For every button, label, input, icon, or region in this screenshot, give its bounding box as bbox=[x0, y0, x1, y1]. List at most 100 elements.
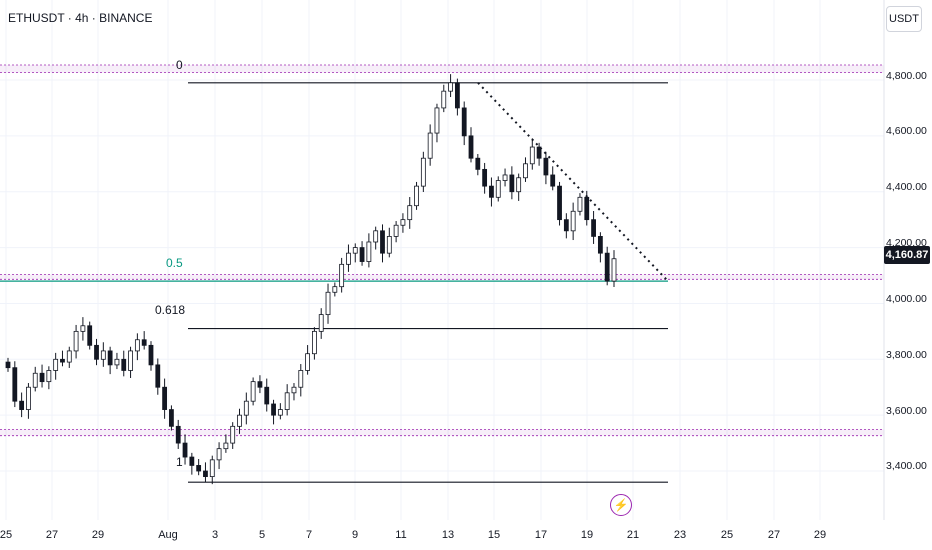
candle-body bbox=[461, 107, 467, 137]
symbol-title: ETHUSDT · 4h · BINANCE bbox=[8, 11, 153, 25]
candle-body bbox=[107, 350, 113, 366]
fib-level-1-label: 1 bbox=[176, 455, 183, 469]
candle-body bbox=[468, 135, 474, 159]
candle-body bbox=[380, 230, 385, 254]
candle-body bbox=[332, 286, 338, 293]
candle-body bbox=[216, 448, 222, 461]
chart-grid bbox=[0, 0, 884, 520]
candle-body bbox=[32, 372, 38, 388]
candlestick-series bbox=[5, 74, 617, 485]
candle-body bbox=[502, 174, 508, 181]
fibonacci-retracement[interactable] bbox=[0, 82, 668, 483]
price-axis-label: 4,400.00 bbox=[886, 181, 927, 193]
candle-body bbox=[284, 392, 290, 410]
candle-body bbox=[12, 367, 18, 402]
trendline[interactable] bbox=[477, 82, 669, 282]
candle-body bbox=[529, 146, 535, 165]
candle-body bbox=[591, 219, 596, 237]
time-axis-label: 9 bbox=[351, 529, 359, 541]
candle-body bbox=[298, 370, 304, 388]
candle-body bbox=[305, 353, 310, 371]
candle-body bbox=[87, 325, 93, 346]
candle-body bbox=[66, 350, 72, 363]
candle-body bbox=[543, 157, 549, 176]
candle-body bbox=[318, 314, 324, 332]
lightning-bolt-icon[interactable]: ⚡ bbox=[610, 494, 632, 516]
candle-body bbox=[243, 400, 249, 416]
candle-body bbox=[482, 168, 488, 187]
time-axis-label: 17 bbox=[534, 529, 548, 541]
candle-body bbox=[550, 174, 556, 187]
time-axis-label: 29 bbox=[91, 529, 105, 541]
candle-body bbox=[291, 386, 297, 394]
candle-body bbox=[414, 185, 419, 207]
time-axis-label: 23 bbox=[673, 529, 687, 541]
candle-body bbox=[19, 400, 25, 410]
time-axis-label: 5 bbox=[258, 529, 266, 541]
candle-body bbox=[611, 258, 617, 282]
time-axis-label: 21 bbox=[626, 529, 640, 541]
candle-body bbox=[46, 370, 52, 383]
candle-body bbox=[352, 247, 358, 254]
price-axis-label: 4,600.00 bbox=[886, 125, 927, 137]
candle-body bbox=[516, 177, 522, 193]
candle-body bbox=[271, 403, 276, 416]
candle-body bbox=[237, 414, 242, 427]
time-axis-label: 7 bbox=[305, 529, 313, 541]
candle-body bbox=[557, 185, 562, 221]
candle-body bbox=[100, 350, 106, 360]
time-axis-label: 29 bbox=[813, 529, 827, 541]
candle-body bbox=[80, 325, 86, 332]
dotted-trendline bbox=[477, 82, 669, 282]
candle-body bbox=[60, 358, 65, 363]
time-axis-label: Aug bbox=[158, 529, 178, 541]
candle-body bbox=[175, 425, 181, 444]
time-axis-label: 3 bbox=[211, 529, 219, 541]
price-axis-label: 3,800.00 bbox=[886, 349, 927, 361]
candle-body bbox=[604, 252, 610, 282]
candle-body bbox=[359, 247, 365, 262]
candle-body bbox=[155, 364, 161, 388]
fib-level-0618-label: 0.618 bbox=[155, 303, 186, 317]
candle-body bbox=[454, 82, 460, 109]
fib-level-0-label: 0 bbox=[176, 58, 183, 72]
candle-body bbox=[577, 196, 583, 212]
candle-body bbox=[182, 442, 188, 458]
candle-body bbox=[366, 241, 372, 262]
time-axis-label: 13 bbox=[441, 529, 455, 541]
time-axis-label: 11 bbox=[395, 529, 407, 541]
zone-band bbox=[0, 65, 884, 73]
candle-body bbox=[121, 358, 127, 371]
candle-body bbox=[209, 459, 215, 478]
candle-body bbox=[94, 344, 99, 360]
candle-body bbox=[277, 409, 283, 416]
candle-body bbox=[475, 157, 481, 170]
candle-body bbox=[434, 107, 440, 134]
candle-body bbox=[570, 210, 576, 232]
candle-body bbox=[189, 456, 195, 466]
candle-body bbox=[448, 82, 453, 92]
currency-button[interactable]: USDT bbox=[886, 6, 922, 32]
candle-body bbox=[169, 409, 174, 427]
time-axis-label: 19 bbox=[580, 529, 594, 541]
candle-body bbox=[148, 344, 154, 366]
candle-body bbox=[495, 180, 501, 198]
candle-body bbox=[250, 381, 256, 402]
candle-body bbox=[393, 224, 399, 237]
time-axis-label: 25 bbox=[720, 529, 734, 541]
candle-body bbox=[536, 146, 542, 159]
candle-body bbox=[597, 236, 603, 254]
price-axis-label: 3,600.00 bbox=[886, 405, 927, 417]
time-axis-label: 27 bbox=[767, 529, 781, 541]
candle-body bbox=[128, 350, 133, 371]
price-axis-label: 3,400.00 bbox=[886, 460, 927, 472]
candle-body bbox=[223, 442, 229, 450]
candle-body bbox=[339, 263, 345, 288]
candle-body bbox=[203, 470, 208, 478]
candle-body bbox=[563, 219, 569, 232]
candle-body bbox=[230, 425, 236, 444]
candle-body bbox=[73, 330, 79, 352]
candle-body bbox=[53, 358, 59, 371]
candle-body bbox=[523, 163, 528, 179]
